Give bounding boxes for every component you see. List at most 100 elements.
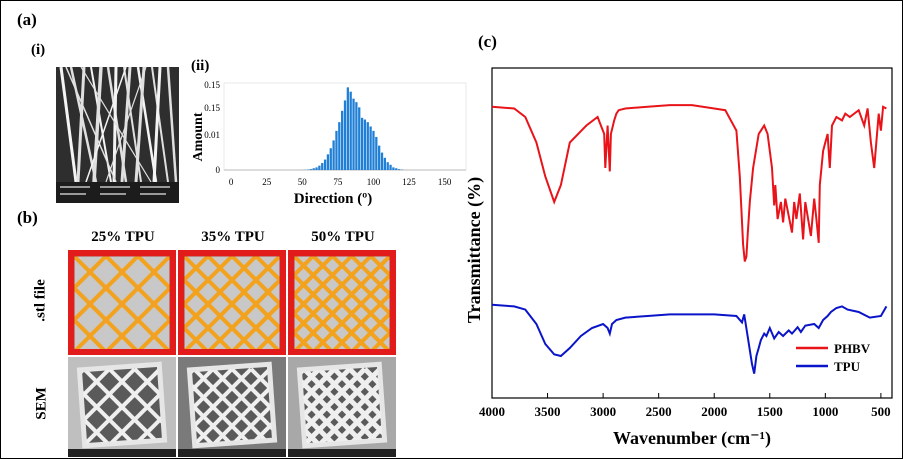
ftir-line-phbv	[491, 104, 887, 262]
sem-strut	[133, 367, 163, 444]
col-header-35: 35% TPU	[201, 229, 265, 245]
hist-xtick: 25	[262, 177, 272, 187]
fiber	[151, 67, 169, 183]
hist-bar	[341, 110, 344, 170]
hist-bar	[366, 122, 369, 170]
stl-strut	[350, 304, 396, 354]
stl-strut	[288, 254, 334, 304]
ftir-xtick: 500	[871, 404, 891, 419]
hist-bar	[335, 130, 338, 170]
sem-info-bar	[56, 182, 179, 203]
stl-strut	[136, 254, 176, 297]
sem-info-bar	[288, 449, 396, 457]
fiber	[80, 67, 152, 183]
hist-ytick: 0	[216, 165, 221, 175]
ftir-legend: PHBV TPU	[796, 341, 871, 374]
stl-strut	[178, 319, 210, 354]
ftir-xtick: 2500	[646, 404, 672, 419]
hist-bar	[383, 157, 386, 170]
ftir-xlabel: Wavenumber (cm⁻¹)	[613, 428, 771, 449]
stl-strut	[68, 254, 108, 297]
panel-label-b: (b)	[17, 208, 38, 227]
legend-label-phbv: PHBV	[834, 341, 871, 356]
ftir-chart: 4000 3500 3000 2500 2000 1500 1000 500 PHBVTPU …	[464, 67, 893, 449]
fiber	[85, 67, 127, 183]
fiber	[134, 67, 146, 183]
ftir-plot-frame	[491, 67, 893, 399]
legend-label-tpu: TPU	[834, 359, 861, 374]
fiber	[65, 67, 117, 183]
sem-info-bar	[178, 449, 286, 457]
stl-frame-left	[288, 250, 294, 355]
sem-strut	[363, 367, 383, 444]
hist-xtick: 100	[367, 177, 381, 187]
sem-strut	[301, 367, 352, 444]
hist-bar	[386, 162, 389, 170]
sem-strut	[301, 367, 337, 444]
hist-bar	[326, 154, 330, 170]
stl-strut	[254, 254, 286, 289]
stl-frame-left	[178, 250, 184, 355]
stl-strut	[288, 304, 334, 354]
panel-label-a-ii: (ii)	[191, 58, 210, 74]
col-header-25: 25% TPU	[91, 229, 155, 245]
sem-strut	[301, 367, 321, 444]
stl-frame-top	[178, 250, 286, 256]
hist-bar	[372, 130, 375, 170]
fiber	[76, 67, 86, 183]
hist-bar	[378, 145, 381, 170]
stl-frame-right	[280, 250, 286, 355]
hist-bar	[315, 167, 318, 170]
hist-bar	[323, 159, 327, 170]
ftir-xtick: 3000	[590, 404, 616, 419]
sem-info-bar	[68, 449, 176, 457]
row-label-sem: SEM	[33, 387, 50, 420]
ftir-xtick: 1000	[812, 404, 838, 419]
sem-strut	[81, 367, 137, 444]
fiber	[136, 67, 158, 183]
sem-lattice	[191, 367, 273, 444]
ftir-line-tpu	[491, 303, 888, 374]
stl-strut	[292, 254, 392, 354]
hist-bar	[380, 152, 384, 170]
hist-xlabel: Direction (º)	[294, 191, 372, 207]
hist-bar	[360, 117, 364, 170]
stl-frame-bottom	[178, 349, 286, 355]
stl-frame-right	[390, 250, 396, 355]
sem-info-line	[140, 186, 170, 188]
hist-bar	[375, 136, 378, 170]
panel-label-a: (a)	[17, 10, 37, 29]
sem-strut	[81, 367, 111, 444]
stl-strut	[288, 254, 354, 323]
fiber	[92, 67, 103, 183]
sem-strut	[332, 367, 383, 444]
hist-bar	[332, 140, 335, 170]
fiber	[105, 67, 147, 183]
fiber	[59, 67, 78, 183]
stl-strut	[206, 254, 286, 337]
hist-ytick: 0.15	[204, 103, 220, 113]
sem-35-tpu	[178, 357, 286, 457]
hist-bar	[355, 102, 358, 170]
fiber	[166, 67, 178, 183]
ftir-xtick: 3500	[535, 404, 561, 419]
sem-strut	[191, 367, 253, 444]
stl-frame-bottom	[68, 349, 176, 355]
sem-25-tpu	[68, 357, 176, 457]
stl-35-tpu	[178, 250, 286, 355]
stl-strut	[350, 254, 396, 304]
row-label-stl: .stl file	[32, 279, 49, 322]
sem-info-line	[140, 193, 166, 195]
hist-bar	[363, 119, 367, 170]
panel-label-a-i: (i)	[31, 42, 46, 58]
ftir-ylabel: Transmittance (%)	[464, 177, 485, 323]
stl-strut	[288, 323, 315, 354]
ftir-xtick: 4000	[479, 404, 505, 419]
hist-bar	[395, 168, 398, 170]
stl-25-tpu	[68, 250, 176, 355]
hist-ytick: 0.01	[204, 130, 220, 140]
sem-strut	[302, 367, 382, 444]
fiber	[112, 67, 118, 183]
stl-strut	[288, 254, 315, 285]
sem-fiber-graphic	[56, 67, 179, 203]
